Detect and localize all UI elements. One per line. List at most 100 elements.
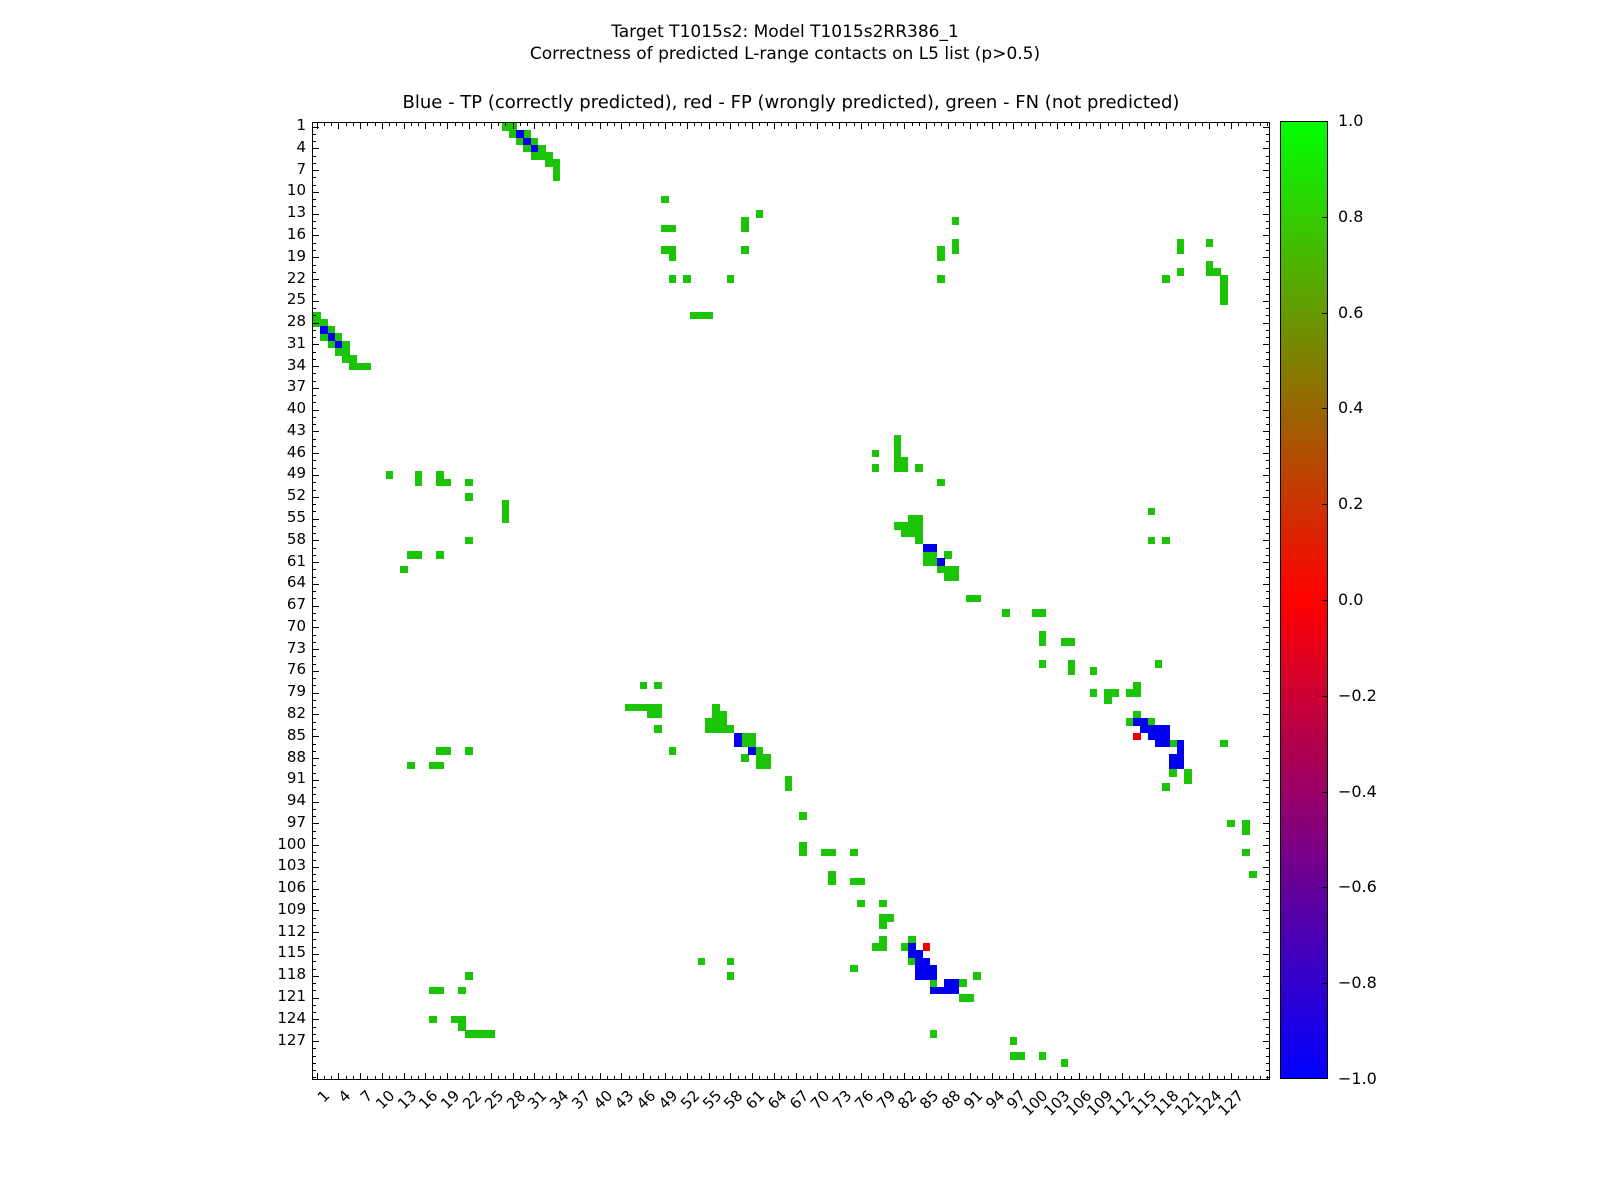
axis-tick — [614, 1076, 616, 1079]
axis-tick — [1263, 1041, 1269, 1043]
axis-tick — [1266, 467, 1269, 469]
axis-tick — [991, 123, 993, 129]
axis-tick — [1263, 714, 1269, 716]
contact-cell — [661, 246, 669, 254]
contact-cell — [958, 993, 967, 1002]
axis-tick — [313, 533, 316, 535]
y-tick-label: 127 — [277, 1030, 306, 1049]
axis-tick — [313, 641, 316, 643]
axis-tick — [454, 123, 456, 126]
axis-tick — [1266, 533, 1269, 535]
axis-tick — [1151, 123, 1153, 126]
contact-cell — [646, 710, 655, 719]
plot-area — [312, 122, 1270, 1080]
axis-tick — [374, 1076, 376, 1079]
contact-cell — [334, 347, 343, 356]
axis-tick — [585, 123, 587, 126]
axis-tick — [313, 678, 316, 680]
contact-cell — [697, 957, 706, 966]
y-tick-label: 106 — [277, 878, 306, 897]
axis-tick — [313, 358, 316, 360]
contact-cell — [1031, 609, 1040, 617]
axis-tick — [313, 772, 316, 774]
contact-cell — [465, 536, 474, 545]
contact-cell — [748, 739, 757, 748]
axis-tick — [490, 1073, 492, 1079]
axis-tick — [563, 123, 565, 126]
axis-tick — [1266, 271, 1269, 273]
axis-tick — [527, 123, 529, 126]
axis-tick — [313, 177, 316, 179]
axis-tick — [650, 1076, 652, 1079]
y-tick-label: 28 — [286, 312, 306, 331]
contact-cell — [908, 935, 916, 944]
contact-cell — [545, 159, 553, 167]
axis-tick — [381, 1073, 383, 1079]
contact-cell — [958, 979, 967, 987]
contact-cell — [516, 137, 524, 146]
contact-cell — [1176, 739, 1185, 748]
contact-cell — [1183, 776, 1192, 784]
axis-tick — [313, 852, 316, 854]
axis-tick — [313, 924, 316, 926]
axis-tick — [313, 286, 316, 288]
axis-tick — [868, 1076, 870, 1079]
colorbar-tick-label: 0.6 — [1338, 302, 1364, 322]
axis-tick — [1136, 1076, 1138, 1079]
axis-tick — [313, 445, 316, 447]
contact-cell — [929, 972, 938, 980]
axis-tick — [810, 123, 812, 126]
axis-tick — [338, 123, 340, 129]
axis-tick — [1223, 123, 1225, 126]
contact-cell — [1133, 689, 1141, 697]
axis-tick — [991, 1073, 993, 1079]
axis-tick — [313, 598, 316, 600]
axis-tick — [1263, 279, 1269, 281]
axis-tick — [969, 123, 971, 129]
axis-tick — [367, 1076, 369, 1079]
axis-tick — [860, 1073, 862, 1079]
contact-cell — [1154, 739, 1163, 748]
axis-tick — [1194, 1076, 1196, 1079]
axis-tick — [313, 431, 319, 433]
axis-tick — [1263, 997, 1269, 999]
contact-cell — [944, 572, 953, 581]
contact-cell — [1220, 289, 1228, 298]
axis-tick — [1129, 1076, 1131, 1079]
axis-tick — [621, 123, 623, 129]
axis-tick — [1266, 612, 1269, 614]
contact-cell — [712, 710, 720, 719]
contact-cell — [501, 123, 510, 131]
contact-cell — [719, 725, 728, 733]
contact-cell — [508, 130, 517, 138]
contact-cell — [733, 739, 742, 748]
contact-cell — [900, 943, 909, 951]
y-tick-label: 121 — [277, 987, 306, 1006]
axis-tick — [313, 351, 316, 353]
axis-tick — [664, 1073, 666, 1079]
contact-cell — [915, 950, 923, 958]
axis-tick — [911, 123, 913, 126]
axis-tick — [313, 576, 316, 578]
axis-tick — [1231, 1073, 1233, 1079]
colorbar — [1280, 121, 1328, 1079]
axis-tick — [313, 750, 316, 752]
axis-tick — [418, 1076, 420, 1079]
contact-cell — [719, 710, 728, 719]
contact-cell — [414, 551, 423, 559]
axis-tick — [313, 540, 319, 542]
axis-tick — [570, 123, 572, 126]
axis-tick — [476, 1076, 478, 1079]
axis-tick — [313, 591, 316, 593]
axis-tick — [313, 866, 319, 868]
contact-cell — [1038, 660, 1047, 668]
contact-cell — [966, 993, 974, 1002]
axis-tick — [984, 123, 986, 126]
axis-tick — [1266, 569, 1269, 571]
axis-tick — [313, 489, 316, 491]
axis-tick — [1114, 1076, 1116, 1079]
contact-cell — [1067, 660, 1076, 668]
contact-cell — [320, 326, 328, 334]
contact-cell — [479, 1030, 488, 1038]
